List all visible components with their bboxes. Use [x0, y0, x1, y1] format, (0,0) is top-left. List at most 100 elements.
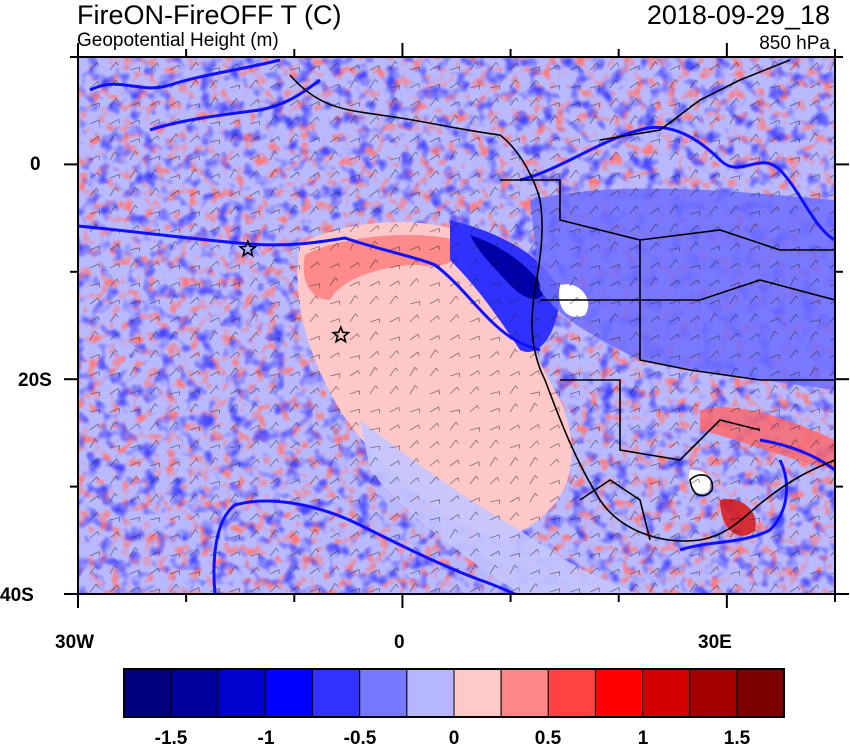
wind-barb-flag: [414, 547, 418, 551]
wind-barb: [769, 297, 778, 305]
wind-barb: [489, 152, 498, 161]
wind-barb-flag: [178, 65, 180, 70]
wind-barb: [129, 461, 140, 467]
wind-barb: [109, 517, 120, 521]
wind-barb-flag: [94, 331, 99, 335]
wind-barb: [569, 495, 579, 503]
wind-barb: [509, 207, 519, 215]
wind-barb: [709, 496, 719, 503]
wind-barb-flag: [196, 476, 199, 481]
wind-barb-flag: [535, 79, 539, 84]
wind-barb: [209, 153, 218, 161]
wind-barb: [89, 136, 99, 143]
wind-barb: [769, 549, 778, 557]
wind-barb-flag: [716, 458, 720, 463]
wind-barb: [689, 189, 698, 197]
wind-barb-flag: [795, 295, 799, 300]
wind-barb: [489, 499, 500, 503]
wind-barb-flag: [178, 190, 180, 195]
wind-barb: [549, 480, 560, 485]
wind-barb: [809, 570, 820, 575]
wind-barb-flag: [378, 427, 381, 433]
wind-barb: [809, 367, 816, 377]
wind-barb-flag: [818, 532, 820, 537]
wind-barb: [289, 299, 300, 305]
wind-barb: [109, 205, 116, 215]
wind-barb: [669, 372, 680, 377]
wind-barb: [709, 139, 720, 143]
wind-barb: [709, 350, 718, 359]
wind-barb: [509, 117, 518, 125]
wind-barb-flag: [377, 207, 380, 212]
wind-barb: [489, 565, 496, 575]
wind-barb-flag: [258, 154, 260, 159]
wind-barb-flag: [256, 170, 260, 175]
wind-barb: [449, 223, 457, 233]
wind-barb: [89, 583, 97, 593]
wind-barb-flag: [637, 81, 640, 86]
wind-barb: [249, 136, 259, 143]
wind-barb: [249, 154, 259, 161]
wind-barb-flag: [657, 82, 660, 87]
wind-barb: [189, 493, 196, 503]
wind-barb-flag: [395, 187, 399, 192]
wind-barb: [189, 403, 196, 413]
wind-barb: [349, 155, 360, 161]
wind-barb: [169, 64, 179, 71]
wind-barb: [269, 82, 279, 89]
wind-barb: [769, 136, 779, 143]
wind-barb: [449, 314, 457, 323]
wind-barb-flag: [475, 475, 479, 480]
wind-barb-flag: [374, 475, 378, 479]
wind-barb-flag: [235, 511, 239, 516]
wind-barb: [609, 224, 618, 233]
wind-barb: [469, 475, 477, 485]
wind-barb: [729, 225, 738, 233]
wind-barb-flag: [797, 477, 800, 482]
wind-barb-flag: [335, 277, 339, 281]
wind-barb: [829, 315, 835, 323]
wind-barb: [429, 459, 438, 467]
wind-barb-flag: [314, 151, 319, 155]
wind-barb-flag: [478, 245, 480, 250]
wind-barb-flag: [837, 315, 839, 318]
wind-barb: [589, 280, 599, 287]
wind-barb: [669, 316, 679, 323]
wind-barb: [209, 457, 216, 467]
wind-barb-flag: [456, 314, 460, 319]
wind-barb-flag: [658, 496, 660, 501]
wind-barb: [769, 566, 778, 575]
wind-barb-flag: [494, 564, 498, 569]
wind-barb: [649, 151, 656, 161]
wind-barb: [749, 553, 760, 557]
wind-barb: [109, 118, 119, 125]
wind-barb-flag: [356, 224, 359, 229]
wind-barb: [669, 79, 676, 89]
colorbar-box: [123, 668, 172, 718]
wind-barb: [689, 421, 696, 431]
wind-barb-flag: [678, 316, 680, 321]
wind-barb-flag: [515, 241, 519, 246]
wind-barb: [749, 117, 759, 125]
wind-barb-flag: [374, 367, 378, 371]
wind-barb: [269, 115, 276, 125]
wind-barb: [429, 588, 440, 593]
wind-barb: [149, 517, 160, 521]
wind-barb-flag: [715, 97, 719, 102]
wind-barb: [569, 118, 579, 125]
wind-barb: [389, 533, 400, 539]
wind-barb-flag: [556, 188, 560, 193]
wind-barb-flag: [516, 62, 520, 67]
wind-barb-flag: [234, 168, 238, 173]
wind-barb-flag: [615, 79, 619, 84]
wind-barb: [249, 567, 258, 575]
border-5: [639, 229, 835, 251]
wind-barb: [609, 351, 618, 359]
wind-barb-flag: [697, 315, 700, 321]
wind-barb-flag: [618, 569, 620, 574]
wind-barb: [809, 532, 819, 539]
wind-barb: [329, 277, 336, 287]
wind-barb-flag: [558, 173, 560, 178]
wind-barb: [809, 152, 817, 161]
wind-barb-flag: [816, 152, 819, 157]
